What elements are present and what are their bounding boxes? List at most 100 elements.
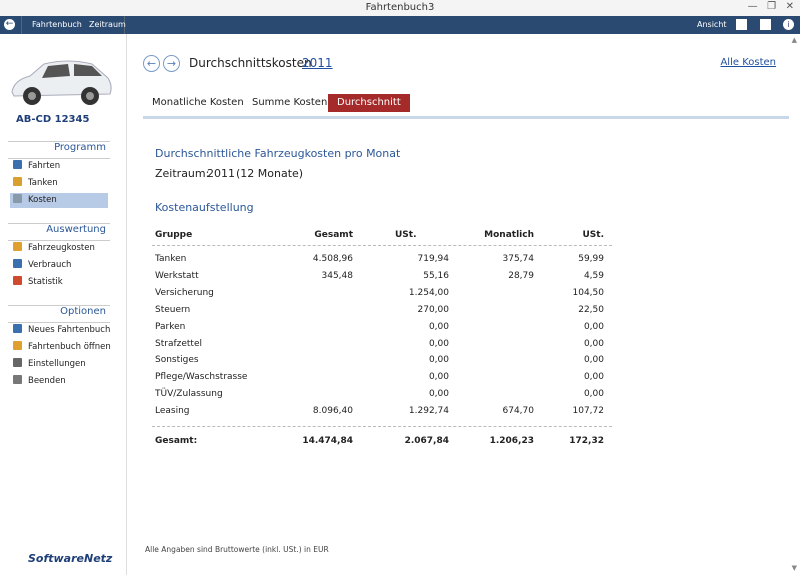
total-value: 2.067,84	[404, 436, 449, 446]
nav-label: Verbrauch	[28, 260, 72, 270]
row-label: Pflege/Waschstrasse	[155, 372, 248, 383]
toolbar-item[interactable]: Ansicht	[697, 20, 727, 29]
section-heading: Kostenaufstellung	[155, 201, 254, 214]
toolbar-item[interactable]: Fahrtenbuch	[32, 20, 82, 29]
row-label: Leasing	[155, 406, 190, 417]
tab[interactable]: Monatliche Kosten	[152, 97, 244, 108]
nav-label: Kosten	[28, 195, 57, 205]
row-label: TÜV/Zulassung	[155, 389, 223, 400]
window-controls[interactable]: — ❐ ✕	[747, 1, 794, 12]
info-button[interactable]: i	[783, 19, 794, 30]
scroll-down[interactable]: ▼	[791, 564, 797, 572]
total-value: 14.474,84	[302, 436, 353, 446]
row-value: 0,00	[583, 372, 604, 383]
row-value: 0,00	[583, 355, 604, 366]
title-bar: Fahrtenbuch3 — ❐ ✕	[0, 0, 800, 17]
row-value: 4,59	[583, 270, 604, 281]
nav-item[interactable]: Beenden	[10, 374, 108, 389]
sep	[8, 322, 110, 323]
row-value: 4.508,96	[312, 254, 353, 264]
sep	[8, 240, 110, 241]
footer-note: Alle Angaben sind Bruttowerte (inkl. USt…	[145, 545, 329, 554]
row-value: 345,48	[321, 270, 354, 281]
nav-label: Beenden	[28, 376, 66, 386]
period: 2011	[207, 167, 235, 180]
toolbar: ← i Fahrtenbuch Zeitraum Ansicht	[0, 16, 800, 34]
column-header: USt.	[395, 230, 417, 240]
nav-label: Fahrzeugkosten	[28, 243, 95, 253]
nav-item[interactable]: Verbrauch	[10, 258, 108, 273]
row-value: 107,72	[572, 406, 605, 417]
nav-icon	[13, 358, 22, 367]
section-title: Programm	[54, 142, 106, 153]
nav-icon	[13, 341, 22, 350]
row-value: 0,00	[428, 338, 449, 349]
toolbar-item[interactable]: Zeitraum	[89, 20, 126, 29]
row-label: Parken	[155, 321, 186, 332]
row-value: 22,50	[578, 304, 604, 315]
window-title: Fahrtenbuch3	[365, 2, 435, 13]
column-header: Gesamt	[314, 230, 353, 240]
row-label: Strafzettel	[155, 338, 202, 349]
row-value: 59,99	[578, 254, 604, 264]
nav-item[interactable]: Fahrzeugkosten	[10, 241, 108, 256]
nav-item[interactable]: Tanken	[10, 176, 108, 191]
column-header: Monatlich	[484, 230, 534, 240]
row-value: 0,00	[428, 372, 449, 383]
prev-button[interactable]: ←	[143, 55, 160, 72]
period-label: Zeitraum:	[155, 167, 210, 180]
all-costs-link[interactable]: Alle Kosten	[720, 57, 776, 68]
total-value: 1.206,23	[489, 436, 534, 446]
nav-item[interactable]: Statistik	[10, 275, 108, 290]
row-label: Tanken	[155, 254, 187, 264]
print-button[interactable]	[736, 19, 747, 30]
nav-icon	[13, 194, 22, 203]
nav-icon	[13, 160, 22, 169]
report-heading: Durchschnittliche Fahrzeugkosten pro Mon…	[155, 147, 401, 160]
period-months: (12 Monate)	[236, 167, 304, 180]
nav-item[interactable]: Fahrtenbuch öffnen	[10, 340, 111, 355]
row-value: 375,74	[502, 254, 535, 264]
logo: SoftwareNetz	[28, 552, 113, 565]
column-header: USt.	[582, 230, 604, 240]
page-title: Durchschnittskosten	[189, 56, 312, 70]
total-label: Gesamt:	[155, 436, 198, 446]
nav-icon	[13, 259, 22, 268]
row-value: 0,00	[583, 338, 604, 349]
scroll-up[interactable]: ▲	[791, 36, 797, 44]
section-title: Optionen	[60, 306, 106, 317]
tab[interactable]: Summe Kosten	[252, 97, 328, 108]
nav-label: Fahrtenbuch öffnen	[28, 342, 111, 352]
nav-label: Fahrten	[28, 161, 61, 171]
nav-icon	[13, 324, 22, 333]
year-link[interactable]: 2011	[302, 56, 333, 70]
nav-label: Einstellungen	[28, 359, 86, 369]
nav-item[interactable]: Einstellungen	[10, 357, 108, 372]
total-value: 172,32	[569, 436, 604, 446]
next-button[interactable]: →	[163, 55, 180, 72]
row-label: Versicherung	[155, 287, 214, 298]
row-value: 719,94	[417, 254, 450, 264]
car-image	[11, 60, 112, 105]
row-value: 0,00	[428, 321, 449, 332]
nav-label: Statistik	[28, 277, 63, 287]
export-button[interactable]	[760, 19, 771, 30]
nav-item[interactable]: Fahrten	[10, 159, 108, 174]
nav-item[interactable]: Kosten	[10, 193, 108, 208]
row-value: 104,50	[572, 287, 605, 298]
row-label: Steuern	[155, 304, 191, 315]
sep	[8, 141, 110, 142]
nav-item[interactable]: Neues Fahrtenbuch	[10, 323, 110, 338]
nav-icon	[13, 375, 22, 384]
row-value: 1.292,74	[408, 406, 449, 417]
row-value: 28,79	[508, 270, 534, 281]
sep	[8, 305, 110, 306]
nav-icon	[13, 177, 22, 186]
section-title: Auswertung	[46, 224, 106, 235]
sep	[8, 158, 110, 159]
nav-icon	[13, 242, 22, 251]
back-button[interactable]: ←	[4, 19, 15, 30]
tab[interactable]: Durchschnitt	[328, 94, 410, 112]
plate-number: AB-CD 12345	[16, 114, 90, 125]
